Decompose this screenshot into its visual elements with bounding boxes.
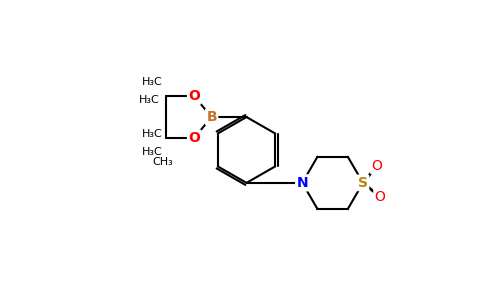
Text: H₃C: H₃C [142, 147, 163, 157]
Text: H₃C: H₃C [142, 77, 163, 87]
Text: S: S [358, 176, 368, 190]
Text: O: O [372, 159, 382, 173]
Text: B: B [206, 110, 217, 124]
Text: CH₃: CH₃ [152, 158, 173, 167]
Text: H₃C: H₃C [139, 95, 160, 105]
Text: N: N [297, 176, 308, 190]
Text: O: O [375, 190, 385, 204]
Text: N: N [297, 176, 308, 190]
Text: O: O [188, 89, 200, 103]
Text: O: O [188, 131, 200, 145]
Text: H₃C: H₃C [142, 129, 163, 139]
